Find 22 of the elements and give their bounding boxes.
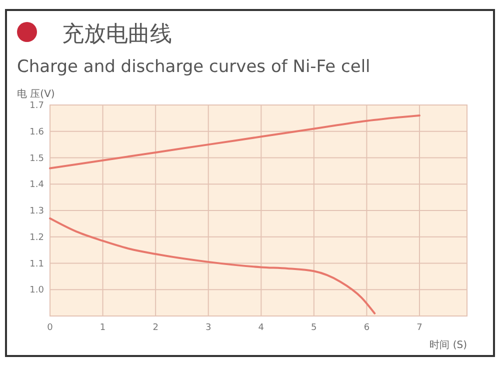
y-tick-label: 1.1 [30,259,44,270]
y-tick-label: 1.6 [30,127,44,138]
x-tick-label: 0 [47,323,54,333]
y-tick-label: 1.7 [30,101,44,111]
x-tick-label: 3 [205,323,212,333]
y-axis-title: 电 压(V) [17,88,55,100]
chart-subtitle: Charge and discharge curves of Ni-Fe cell [17,57,370,77]
x-tick-label: 4 [258,323,264,333]
chart-title: 充放电曲线 [62,22,172,47]
line-series [49,114,420,170]
y-tick-label: 1.2 [30,232,44,243]
y-tick-label: 1.5 [30,154,44,164]
x-tick-label: 6 [364,323,370,333]
y-tick-label: 1.0 [30,286,44,296]
x-tick-label: 1 [100,323,106,333]
y-tick-label: 1.3 [30,206,44,216]
x-tick-label: 2 [152,323,158,333]
x-tick-label: 7 [416,323,422,333]
x-tick-label: 5 [311,323,317,333]
x-axis-title: 时间 (S) [430,339,468,351]
line-series [49,217,376,314]
y-tick-label: 1.4 [30,180,44,190]
